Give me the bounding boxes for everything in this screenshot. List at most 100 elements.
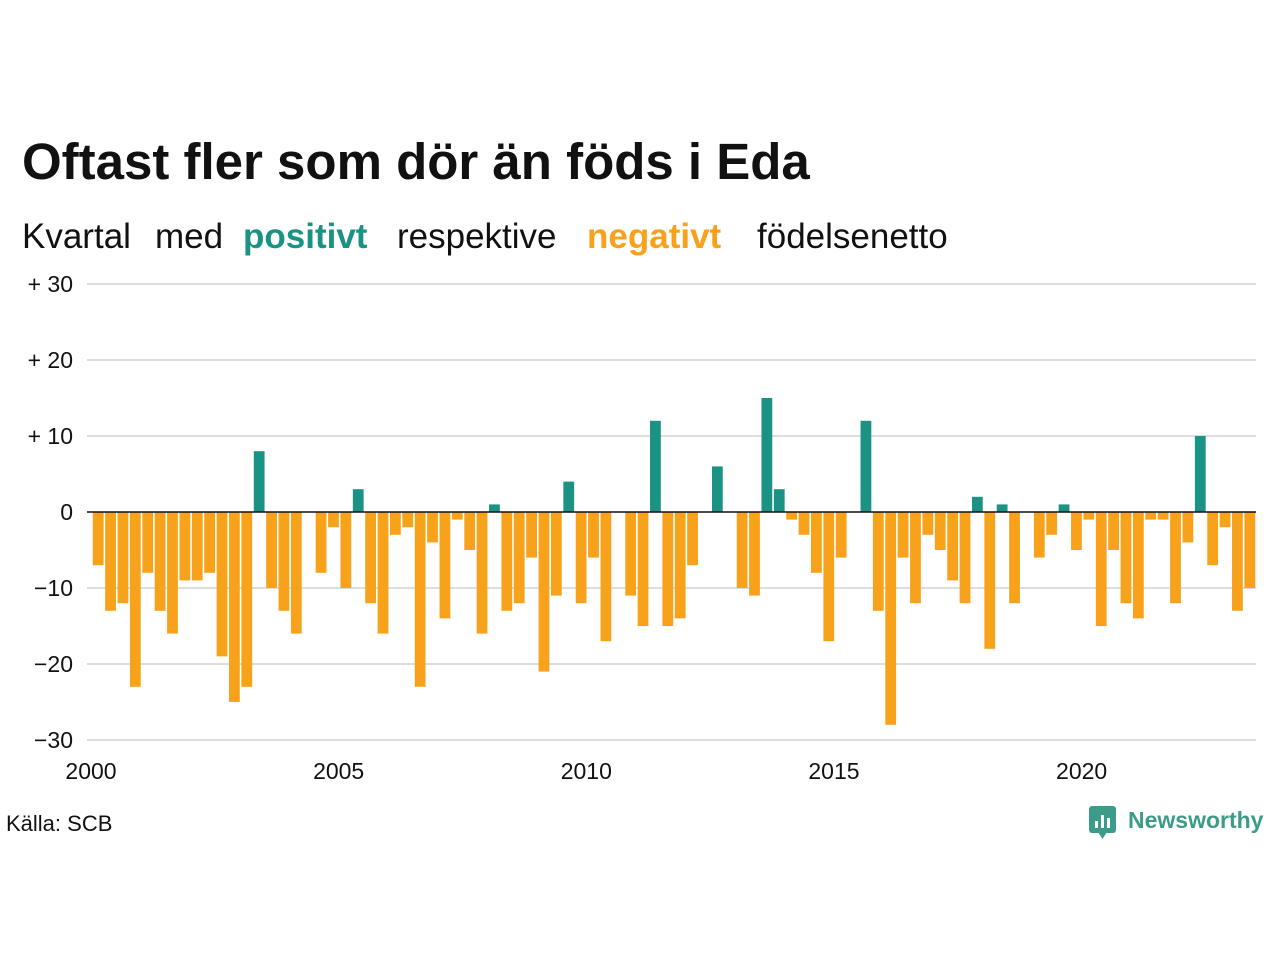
- bar-2023-Q1: [1232, 512, 1243, 611]
- bar-2016-Q1: [885, 512, 897, 725]
- bar-2000-Q1: [92, 512, 104, 566]
- bar-2021-Q1: [1132, 512, 1144, 619]
- bar-2007-Q4: [476, 512, 488, 634]
- bar-2000-Q3: [117, 512, 129, 604]
- bar-2011-Q2: [650, 420, 661, 512]
- bar-2007-Q3: [464, 512, 476, 550]
- bar-2004-Q1: [290, 512, 302, 634]
- bar-2021-Q4: [1170, 512, 1181, 604]
- bar-2005-Q4: [377, 512, 389, 634]
- subtitle-text-kvartal: Kvartal: [22, 217, 131, 256]
- bar-2014-Q2: [798, 512, 810, 535]
- bar-2006-Q2: [402, 512, 414, 528]
- y-tick-label: −30: [34, 727, 73, 753]
- bar-2015-Q3: [860, 420, 872, 512]
- bar-2014-Q3: [811, 512, 822, 573]
- bar-2022-Q2: [1194, 436, 1206, 512]
- bar-2001-Q2: [154, 512, 166, 611]
- bar-2020-Q2: [1095, 512, 1107, 626]
- bar-2019-Q2: [1046, 512, 1058, 535]
- x-axis-labels: 2000 2005 2010 2015 2020: [65, 758, 1107, 784]
- bar-2017-Q3: [959, 512, 971, 604]
- bar-2003-Q4: [278, 512, 290, 611]
- bar-2016-Q4: [922, 512, 934, 535]
- x-tick-label: 2005: [313, 758, 364, 784]
- legend-positive-label: positivt: [243, 217, 368, 256]
- bar-2006-Q3: [414, 512, 426, 687]
- bar-2001-Q1: [142, 512, 154, 573]
- y-tick-label: + 20: [28, 347, 73, 373]
- bar-2017-Q2: [947, 512, 959, 581]
- bar-2014-Q4: [823, 512, 835, 642]
- bar-2009-Q2: [550, 512, 562, 596]
- bar-2001-Q3: [167, 512, 178, 634]
- bar-2003-Q1: [241, 512, 253, 687]
- bar-2007-Q2: [451, 512, 463, 520]
- bar-2008-Q2: [501, 512, 513, 611]
- bar-2022-Q4: [1219, 512, 1231, 528]
- bar-2009-Q4: [575, 512, 587, 604]
- bar-2022-Q3: [1207, 512, 1219, 566]
- subtitle-text-fodelsenetto: födelsenetto: [757, 217, 948, 256]
- y-tick-label: −20: [34, 651, 73, 677]
- bar-2001-Q4: [179, 512, 191, 581]
- bar-2018-Q1: [984, 512, 996, 649]
- y-tick-label: −10: [34, 575, 73, 601]
- bar-2000-Q2: [105, 512, 116, 611]
- newsworthy-logo-text: Newsworthy: [1128, 807, 1264, 833]
- bar-2006-Q1: [389, 512, 401, 535]
- source-note: Källa: SCB: [6, 811, 113, 836]
- bar-2019-Q3: [1058, 504, 1070, 512]
- x-tick-label: 2010: [561, 758, 612, 784]
- subtitle-text-respektive: respektive: [397, 217, 557, 256]
- bar-2007-Q1: [439, 512, 451, 619]
- bar-2008-Q1: [489, 504, 500, 512]
- bar-2019-Q4: [1071, 512, 1082, 550]
- bar-2008-Q4: [526, 512, 537, 558]
- bar-2017-Q1: [934, 512, 946, 550]
- legend-negative-label: negativt: [587, 217, 722, 256]
- chart-title: Oftast fler som dör än föds i Eda: [22, 133, 810, 190]
- bar-2022-Q1: [1182, 512, 1194, 543]
- newsworthy-logo: Newsworthy: [1089, 806, 1269, 840]
- bar-2021-Q2: [1145, 512, 1157, 520]
- bar-2004-Q3: [315, 512, 327, 573]
- bar-2013-Q3: [761, 398, 773, 512]
- bar-2020-Q3: [1108, 512, 1119, 550]
- bar-2000-Q4: [129, 512, 141, 687]
- bar-2011-Q1: [637, 512, 649, 626]
- bar-2009-Q3: [563, 481, 575, 512]
- newsworthy-chart-bubble-icon: [1089, 806, 1116, 840]
- bar-2012-Q1: [687, 512, 698, 566]
- bar-2009-Q1: [538, 512, 550, 672]
- bar-2014-Q1: [786, 512, 798, 520]
- bar-2015-Q1: [835, 512, 847, 558]
- bar-2002-Q3: [216, 512, 228, 657]
- x-tick-label: 2020: [1056, 758, 1107, 784]
- bar-2011-Q4: [674, 512, 686, 619]
- bar-2020-Q4: [1120, 512, 1132, 604]
- bar-2010-Q2: [600, 512, 612, 642]
- bar-2004-Q4: [328, 512, 339, 528]
- y-tick-label: 0: [60, 499, 73, 525]
- bars: [92, 398, 1256, 725]
- bar-2016-Q3: [910, 512, 921, 604]
- x-tick-label: 2015: [808, 758, 859, 784]
- bar-2015-Q4: [872, 512, 884, 611]
- bar-2002-Q1: [191, 512, 203, 581]
- bar-2006-Q4: [427, 512, 438, 543]
- bar-2018-Q3: [1009, 512, 1020, 604]
- bar-2012-Q3: [711, 466, 723, 512]
- bar-2005-Q2: [352, 489, 364, 512]
- bar-2016-Q2: [897, 512, 909, 558]
- bar-2003-Q3: [266, 512, 277, 588]
- bar-2023-Q2: [1244, 512, 1256, 588]
- bar-2021-Q3: [1157, 512, 1169, 520]
- bar-2003-Q2: [253, 451, 265, 512]
- bar-2018-Q2: [996, 504, 1008, 512]
- bar-2013-Q4: [773, 489, 785, 512]
- x-tick-label: 2000: [65, 758, 116, 784]
- bar-2008-Q3: [513, 512, 525, 604]
- bar-2011-Q3: [662, 512, 674, 626]
